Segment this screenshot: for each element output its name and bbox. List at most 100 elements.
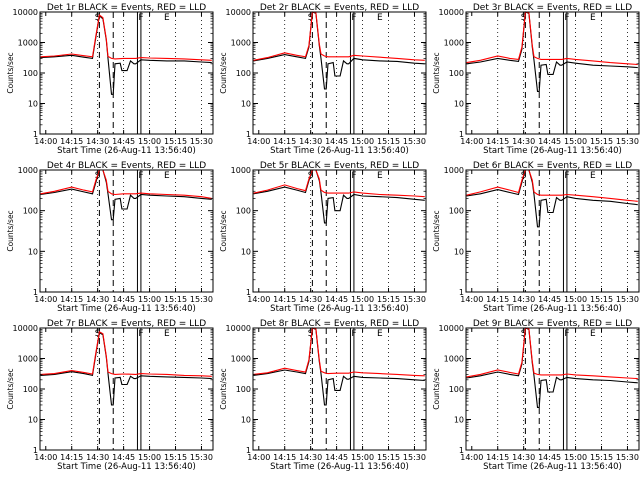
x-tick-label: 15:00 bbox=[564, 137, 587, 146]
marker-letter: F bbox=[351, 329, 356, 339]
x-tick-label: 14:45 bbox=[112, 295, 135, 304]
x-tick-label: 15:15 bbox=[164, 453, 187, 462]
marker-letter: E bbox=[164, 13, 170, 23]
x-tick-label: 15:00 bbox=[138, 295, 161, 304]
x-tick-label: 14:00 bbox=[34, 295, 57, 304]
y-tick-label: 1 bbox=[459, 130, 464, 139]
marker-letter: F bbox=[138, 171, 143, 181]
x-tick-label: 15:00 bbox=[138, 453, 161, 462]
marker-letter: E bbox=[590, 13, 596, 23]
x-tick-label: 14:45 bbox=[325, 295, 348, 304]
x-tick-label: 14:30 bbox=[512, 137, 535, 146]
marker-letter: S bbox=[308, 13, 314, 23]
x-tick-label: 14:45 bbox=[112, 137, 135, 146]
x-tick-label: 15:30 bbox=[616, 453, 639, 462]
series-line-lld bbox=[466, 327, 638, 380]
x-tick-label: 14:45 bbox=[325, 137, 348, 146]
y-tick-label: 100 bbox=[236, 385, 251, 394]
y-tick-label: 10 bbox=[28, 247, 38, 256]
y-tick-label: 1000 bbox=[18, 355, 38, 364]
series-line-lld bbox=[466, 11, 638, 66]
x-tick-label: 14:00 bbox=[460, 295, 483, 304]
plot-frame bbox=[39, 11, 214, 135]
y-tick-label: 100 bbox=[236, 69, 251, 78]
panel-title: Det 1r BLACK = Events, RED = LLD bbox=[47, 3, 206, 13]
marker-letter: S bbox=[521, 329, 527, 339]
series-line-lld bbox=[40, 14, 212, 61]
y-tick-label: 1000 bbox=[18, 166, 38, 175]
x-tick-label: 14:30 bbox=[299, 295, 322, 304]
x-axis-label: Start Time (26-Aug-11 13:56:40) bbox=[270, 304, 409, 314]
panel-title: Det 9r BLACK = Events, RED = LLD bbox=[473, 319, 632, 329]
series-line-lld bbox=[40, 169, 212, 199]
y-tick-label: 1 bbox=[33, 288, 38, 297]
x-tick-label: 14:15 bbox=[273, 295, 296, 304]
x-axis-label: Start Time (26-Aug-11 13:56:40) bbox=[483, 304, 622, 314]
y-tick-label: 100 bbox=[449, 385, 464, 394]
plot-frame bbox=[39, 169, 214, 293]
y-tick-label: 1 bbox=[33, 446, 38, 455]
y-tick-label: 100 bbox=[23, 385, 38, 394]
series-line-events bbox=[40, 331, 212, 406]
y-tick-label: 100 bbox=[236, 207, 251, 216]
x-tick-label: 14:00 bbox=[34, 453, 57, 462]
marker-letter: F bbox=[351, 13, 356, 23]
x-tick-label: 15:15 bbox=[164, 137, 187, 146]
y-tick-label: 1 bbox=[246, 130, 251, 139]
x-tick-label: 15:00 bbox=[351, 137, 374, 146]
y-axis-label: Counts/sec bbox=[6, 52, 15, 93]
y-tick-label: 100 bbox=[449, 207, 464, 216]
x-tick-label: 14:15 bbox=[60, 453, 83, 462]
y-tick-label: 1 bbox=[33, 130, 38, 139]
plot-frame bbox=[465, 327, 640, 451]
series-line-lld bbox=[253, 327, 425, 377]
panel-title: Det 7r BLACK = Events, RED = LLD bbox=[47, 319, 206, 329]
x-axis-label: Start Time (26-Aug-11 13:56:40) bbox=[483, 462, 622, 472]
y-tick-label: 1000 bbox=[444, 39, 464, 48]
x-tick-label: 14:45 bbox=[538, 295, 561, 304]
x-tick-label: 14:45 bbox=[112, 453, 135, 462]
plot-frame bbox=[39, 327, 214, 451]
y-tick-label: 1000 bbox=[444, 355, 464, 364]
y-tick-label: 100 bbox=[23, 207, 38, 216]
y-tick-label: 10 bbox=[454, 247, 464, 256]
x-axis-label: Start Time (26-Aug-11 13:56:40) bbox=[483, 146, 622, 156]
y-tick-label: 10 bbox=[241, 247, 251, 256]
x-tick-label: 14:30 bbox=[512, 453, 535, 462]
x-tick-label: 15:00 bbox=[564, 453, 587, 462]
marker-letter: S bbox=[308, 329, 314, 339]
panel-title: Det 6r BLACK = Events, RED = LLD bbox=[473, 161, 632, 171]
y-tick-label: 1000 bbox=[18, 39, 38, 48]
series-line-lld bbox=[466, 169, 638, 202]
x-tick-label: 15:15 bbox=[590, 137, 613, 146]
marker-letter: E bbox=[377, 171, 383, 181]
x-axis-label: Start Time (26-Aug-11 13:56:40) bbox=[270, 146, 409, 156]
y-tick-label: 10000 bbox=[439, 8, 464, 17]
x-axis-label: Start Time (26-Aug-11 13:56:40) bbox=[57, 304, 196, 314]
x-tick-label: 15:15 bbox=[377, 295, 400, 304]
y-tick-label: 1 bbox=[246, 288, 251, 297]
y-tick-label: 100 bbox=[23, 69, 38, 78]
y-tick-label: 10 bbox=[454, 100, 464, 109]
marker-letter: S bbox=[521, 13, 527, 23]
marker-letter: F bbox=[564, 171, 569, 181]
y-tick-label: 10 bbox=[28, 100, 38, 109]
x-tick-label: 14:00 bbox=[247, 295, 270, 304]
x-tick-label: 14:00 bbox=[247, 453, 270, 462]
marker-letter: E bbox=[590, 171, 596, 181]
x-tick-label: 15:00 bbox=[351, 453, 374, 462]
marker-letter: E bbox=[164, 171, 170, 181]
marker-letter: S bbox=[95, 329, 101, 339]
x-tick-label: 14:15 bbox=[273, 453, 296, 462]
panel-title: Det 8r BLACK = Events, RED = LLD bbox=[260, 319, 419, 329]
x-tick-label: 15:00 bbox=[564, 295, 587, 304]
